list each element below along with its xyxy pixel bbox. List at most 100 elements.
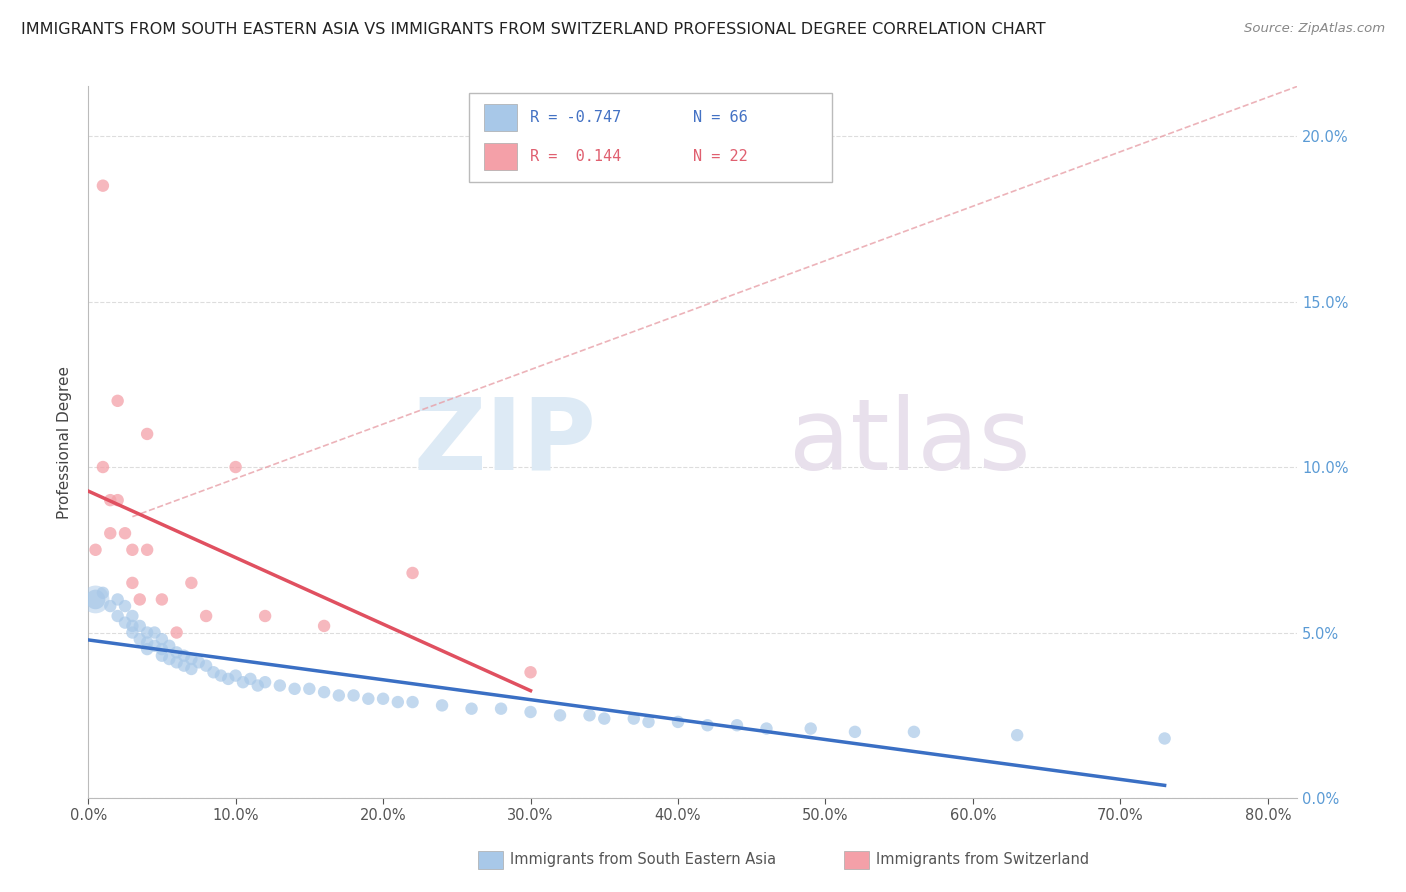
Point	[637, 714, 659, 729]
Point	[136, 542, 159, 557]
Point	[401, 695, 423, 709]
Point	[98, 526, 121, 541]
Point	[121, 609, 143, 624]
Point	[284, 681, 307, 696]
Point	[128, 632, 150, 647]
Point	[107, 493, 129, 508]
Point	[98, 599, 121, 613]
Text: R =  0.144: R = 0.144	[530, 149, 621, 163]
Point	[623, 712, 645, 726]
Point	[143, 639, 166, 653]
Point	[136, 635, 159, 649]
Point	[84, 592, 107, 607]
Point	[371, 691, 394, 706]
Point	[121, 542, 143, 557]
Point	[150, 592, 173, 607]
Point	[157, 652, 180, 666]
FancyBboxPatch shape	[470, 94, 832, 183]
Text: ZIP: ZIP	[413, 393, 596, 491]
Point	[114, 599, 136, 613]
Text: Source: ZipAtlas.com: Source: ZipAtlas.com	[1244, 22, 1385, 36]
Point	[136, 642, 159, 657]
Point	[328, 689, 350, 703]
Point	[157, 639, 180, 653]
Point	[107, 609, 129, 624]
FancyBboxPatch shape	[484, 104, 517, 131]
Point	[121, 619, 143, 633]
Point	[202, 665, 225, 680]
Text: atlas: atlas	[790, 393, 1031, 491]
Point	[209, 668, 232, 682]
Point	[430, 698, 453, 713]
Point	[548, 708, 571, 723]
Point	[217, 672, 239, 686]
Point	[232, 675, 254, 690]
Point	[121, 625, 143, 640]
Point	[357, 691, 380, 706]
FancyBboxPatch shape	[484, 143, 517, 169]
Point	[519, 705, 541, 719]
Point	[903, 724, 925, 739]
Point	[84, 542, 107, 557]
Point	[98, 493, 121, 508]
Point	[136, 426, 159, 441]
Point	[578, 708, 600, 723]
Point	[173, 658, 195, 673]
Point	[187, 656, 209, 670]
Point	[225, 460, 247, 475]
Point	[342, 689, 364, 703]
Point	[180, 652, 202, 666]
Point	[107, 592, 129, 607]
Point	[593, 712, 616, 726]
Text: IMMIGRANTS FROM SOUTH EASTERN ASIA VS IMMIGRANTS FROM SWITZERLAND PROFESSIONAL D: IMMIGRANTS FROM SOUTH EASTERN ASIA VS IM…	[21, 22, 1046, 37]
Point	[195, 609, 218, 624]
Text: Immigrants from South Eastern Asia: Immigrants from South Eastern Asia	[510, 853, 776, 867]
Point	[128, 592, 150, 607]
Point	[121, 575, 143, 590]
Point	[254, 675, 277, 690]
Point	[180, 575, 202, 590]
Point	[107, 393, 129, 408]
Text: Immigrants from Switzerland: Immigrants from Switzerland	[876, 853, 1090, 867]
Point	[489, 701, 512, 715]
Y-axis label: Professional Degree: Professional Degree	[58, 366, 72, 519]
Point	[387, 695, 409, 709]
Point	[666, 714, 689, 729]
Point	[166, 625, 188, 640]
Point	[114, 615, 136, 630]
Point	[725, 718, 748, 732]
Point	[1005, 728, 1028, 742]
Point	[143, 625, 166, 640]
Point	[269, 679, 291, 693]
Point	[150, 642, 173, 657]
Point	[166, 645, 188, 659]
Point	[254, 609, 277, 624]
Point	[298, 681, 321, 696]
Point	[128, 619, 150, 633]
Point	[844, 724, 866, 739]
Point	[136, 625, 159, 640]
Point	[91, 586, 114, 600]
Point	[460, 701, 482, 715]
Point	[195, 658, 218, 673]
Text: N = 66: N = 66	[693, 111, 748, 125]
Point	[314, 685, 336, 699]
Point	[1153, 731, 1175, 746]
Point	[800, 722, 823, 736]
Point	[91, 178, 114, 193]
Text: R = -0.747: R = -0.747	[530, 111, 621, 125]
Point	[84, 592, 107, 607]
Point	[166, 656, 188, 670]
Point	[225, 668, 247, 682]
Point	[91, 460, 114, 475]
Point	[519, 665, 541, 680]
Point	[246, 679, 269, 693]
Point	[114, 526, 136, 541]
Text: N = 22: N = 22	[693, 149, 748, 163]
Point	[239, 672, 262, 686]
Point	[173, 648, 195, 663]
Point	[314, 619, 336, 633]
Point	[150, 648, 173, 663]
Point	[401, 566, 423, 580]
Point	[150, 632, 173, 647]
